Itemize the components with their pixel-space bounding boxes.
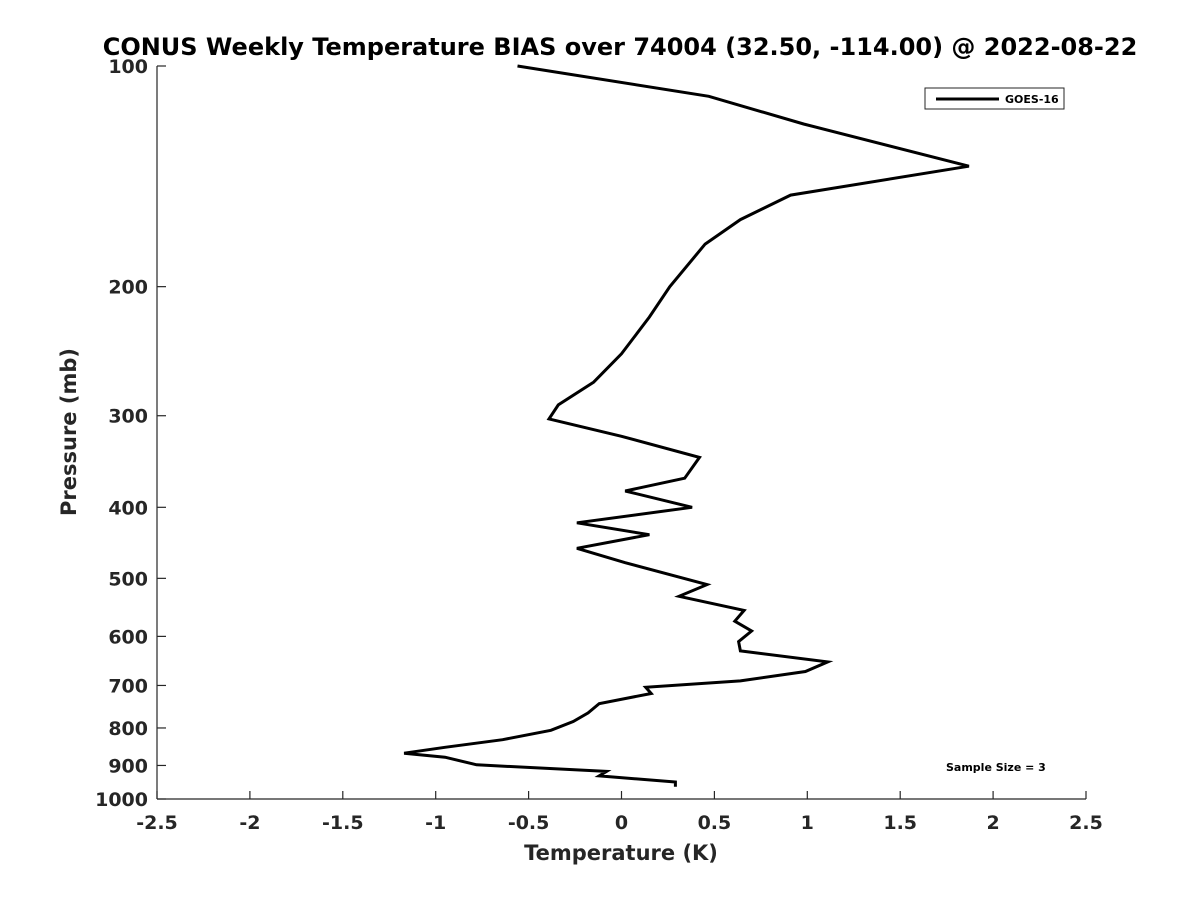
series-line-goes-16 [403, 64, 970, 787]
y-tick-label: 400 [108, 497, 148, 519]
y-tick-label: 500 [108, 568, 148, 590]
y-tick-label: 1000 [95, 789, 148, 811]
y-ticks: 100 200 300 400 500 600 700 800 900 1000 [95, 56, 166, 811]
x-tick-label: -2.5 [136, 812, 178, 834]
y-tick-label: 200 [108, 277, 148, 299]
x-axis-label: Temperature (K) [524, 841, 718, 865]
x-tick-label: 1 [801, 812, 814, 834]
x-tick-label: 0 [615, 812, 628, 834]
chart-title: CONUS Weekly Temperature BIAS over 74004… [103, 33, 1138, 61]
x-tick-label: -1 [425, 812, 446, 834]
x-tick-label: -2 [239, 812, 260, 834]
series-layer [403, 64, 970, 787]
x-tick-label: -0.5 [508, 812, 550, 834]
x-tick-label: 2 [986, 812, 999, 834]
y-tick-label: 700 [108, 675, 148, 697]
x-ticks: -2.5 -2 -1.5 -1 -0.5 0 0.5 1 1.5 2 2.5 [136, 791, 1103, 834]
y-tick-label: 900 [108, 755, 148, 777]
x-tick-label: 2.5 [1069, 812, 1103, 834]
x-tick-label: 1.5 [883, 812, 917, 834]
plot-frame [156, 66, 1086, 800]
legend-label-goes-16: GOES-16 [1005, 93, 1059, 106]
legend: GOES-16 [924, 87, 1065, 110]
y-tick-label: 300 [108, 406, 148, 428]
x-tick-label: -1.5 [322, 812, 364, 834]
y-axis-label: Pressure (mb) [57, 348, 81, 516]
x-tick-label: 0.5 [698, 812, 732, 834]
y-tick-label: 100 [108, 56, 148, 78]
y-tick-label: 600 [108, 626, 148, 648]
sample-size-annotation: Sample Size = 3 [946, 761, 1046, 774]
y-tick-label: 800 [108, 718, 148, 740]
